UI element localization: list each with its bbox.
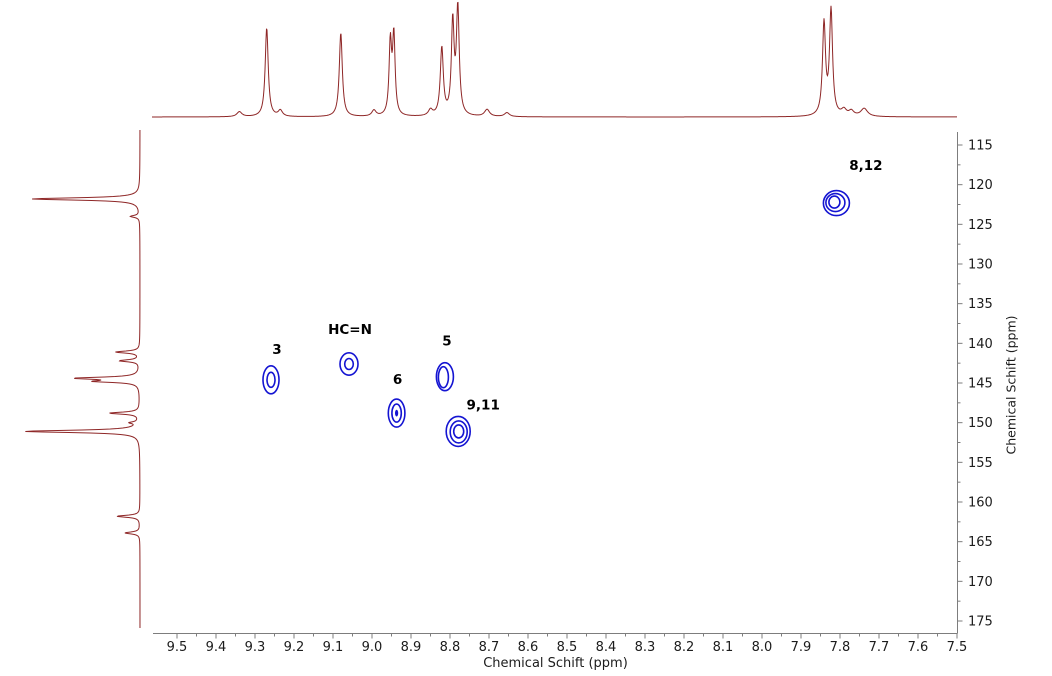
y-tick-label: 155 — [968, 456, 993, 471]
x-tick-label: 8.2 — [674, 640, 695, 655]
x-tick-label: 7.5 — [947, 640, 968, 655]
y-tick-label: 130 — [968, 258, 993, 273]
x-tick-label: 9.3 — [245, 640, 266, 655]
y-tick-label: 160 — [968, 496, 993, 511]
axes — [153, 132, 963, 639]
x-tick-label: 9.5 — [167, 640, 188, 655]
y-tick-label: 120 — [968, 178, 993, 193]
carbon-projection-trace — [25, 130, 141, 628]
x-tick-label: 9.2 — [284, 640, 305, 655]
cross-peak-label: 8,12 — [849, 158, 882, 174]
cross-peak-8-12: 8,12 — [822, 158, 883, 217]
contour-ring — [449, 420, 469, 444]
contour-ring — [825, 192, 846, 213]
x-tick-label: 8.3 — [635, 640, 656, 655]
y-tick-label: 150 — [968, 416, 993, 431]
x-tick-label: 8.1 — [713, 640, 734, 655]
x-tick-label: 8.5 — [557, 640, 578, 655]
contour-ring — [391, 403, 403, 423]
proton-projection-trace — [152, 1, 957, 118]
y-tick-label: 175 — [968, 615, 993, 630]
contour-ring — [437, 365, 450, 389]
contour-ring — [262, 364, 280, 395]
cross-peak-label: 5 — [442, 334, 451, 350]
cross-peak-5: 5 — [435, 334, 455, 392]
x-tick-label: 8.4 — [596, 640, 617, 655]
y-tick-label: 125 — [968, 218, 993, 233]
y-tick-label: 115 — [968, 139, 993, 154]
x-tick-label: 8.9 — [401, 640, 422, 655]
x-tick-label: 8.0 — [752, 640, 773, 655]
x-tick-label: 7.9 — [791, 640, 812, 655]
contour-ring — [822, 189, 851, 217]
contour-center-dot — [395, 409, 399, 417]
contour-ring — [343, 357, 355, 371]
contour-ring — [339, 351, 359, 376]
cross-peak-9-11: 9,11 — [445, 397, 500, 448]
x-tick-label: 9.0 — [362, 640, 383, 655]
cross-peak-hc-n: HC=N — [328, 322, 372, 376]
tick-labels: 115 120 125 130 135 140 145 150 155 160 165 170 175 9… — [167, 139, 993, 656]
y-tick-label: 145 — [968, 377, 993, 392]
cross-peak-3: 3 — [262, 342, 282, 395]
cross-peak-label: 3 — [272, 342, 281, 358]
cross-peak-label: 6 — [393, 372, 402, 388]
x-tick-label: 7.6 — [908, 640, 929, 655]
y-tick-label: 170 — [968, 575, 993, 590]
cross-peak-label: 9,11 — [467, 397, 500, 413]
x-tick-label: 7.8 — [830, 640, 851, 655]
y-tick-label: 140 — [968, 337, 993, 352]
x-tick-label: 7.7 — [869, 640, 890, 655]
cross-peak-6: 6 — [387, 372, 406, 428]
contour-ring — [387, 398, 406, 428]
contour-ring — [435, 361, 455, 392]
x-tick-label: 9.1 — [323, 640, 344, 655]
y-tick-label: 135 — [968, 297, 993, 312]
x-axis-title: Chemical Schift (ppm) — [483, 656, 628, 671]
x-tick-label: 8.6 — [518, 640, 539, 655]
x-tick-label: 9.4 — [206, 640, 227, 655]
contour-ring — [445, 415, 472, 448]
y-tick-label: 165 — [968, 535, 993, 550]
contour-ring — [266, 371, 276, 389]
y-axis-title: Chemical Schift (ppm) — [1003, 315, 1019, 455]
contour-ring — [452, 424, 465, 439]
cross-peak-label: HC=N — [328, 322, 372, 338]
x-tick-label: 8.7 — [479, 640, 500, 655]
contour-ring — [828, 195, 841, 209]
x-tick-label: 8.8 — [440, 640, 461, 655]
